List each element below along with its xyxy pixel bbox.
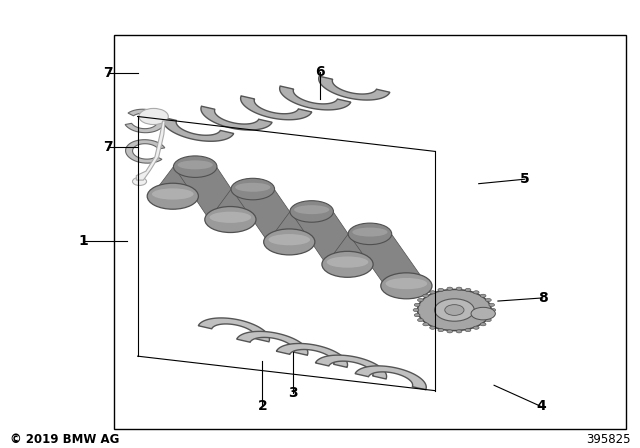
Ellipse shape [474,326,479,329]
Polygon shape [280,86,351,110]
Ellipse shape [438,289,444,292]
Ellipse shape [236,183,271,192]
Polygon shape [236,183,307,248]
Ellipse shape [205,207,256,233]
Text: 395825: 395825 [586,432,630,446]
Polygon shape [201,106,272,130]
Ellipse shape [490,308,496,312]
Ellipse shape [231,178,275,200]
Ellipse shape [456,287,462,290]
Text: 1: 1 [78,234,88,248]
Polygon shape [156,160,212,202]
Ellipse shape [152,188,194,200]
Ellipse shape [417,319,423,322]
Polygon shape [330,228,387,271]
Ellipse shape [269,234,310,246]
Ellipse shape [417,298,423,302]
Ellipse shape [173,156,217,177]
Ellipse shape [352,228,388,237]
Ellipse shape [381,273,432,299]
Ellipse shape [348,223,392,245]
Ellipse shape [423,323,429,326]
Ellipse shape [438,328,444,332]
Ellipse shape [447,287,452,290]
Ellipse shape [480,323,486,326]
Ellipse shape [132,177,147,185]
Polygon shape [163,117,234,141]
Polygon shape [272,205,329,248]
Polygon shape [355,366,426,390]
Polygon shape [136,121,165,180]
Ellipse shape [447,330,452,333]
Ellipse shape [429,291,435,294]
Bar [114,35,626,429]
Ellipse shape [139,108,168,125]
Polygon shape [213,183,270,226]
Polygon shape [125,140,165,163]
Ellipse shape [413,308,419,312]
Ellipse shape [465,289,471,292]
Text: 2: 2 [257,399,268,414]
Polygon shape [294,206,365,270]
Ellipse shape [471,307,495,320]
Ellipse shape [178,160,212,169]
Ellipse shape [147,183,198,209]
Ellipse shape [417,289,492,331]
Ellipse shape [414,314,420,317]
Polygon shape [353,228,424,292]
Ellipse shape [480,294,486,297]
Ellipse shape [414,303,420,306]
Ellipse shape [209,212,251,223]
Polygon shape [319,76,390,100]
Text: 4: 4 [536,399,546,414]
Polygon shape [316,355,387,379]
Ellipse shape [290,201,333,222]
Ellipse shape [322,251,373,277]
Text: 6: 6 [315,65,325,79]
Ellipse shape [465,328,471,332]
Polygon shape [125,109,164,133]
Text: 7: 7 [102,65,113,80]
Text: © 2019 BMW AG: © 2019 BMW AG [10,432,119,446]
Polygon shape [198,318,269,342]
Ellipse shape [456,330,462,333]
Ellipse shape [385,278,428,289]
Ellipse shape [423,294,429,297]
Ellipse shape [489,314,495,317]
Ellipse shape [489,303,495,306]
Ellipse shape [429,326,435,329]
Ellipse shape [486,319,492,322]
Ellipse shape [486,298,492,302]
Polygon shape [237,332,308,355]
Text: 3: 3 [288,386,298,400]
Text: 8: 8 [538,291,548,305]
Text: 7: 7 [102,140,113,154]
Ellipse shape [474,291,479,294]
Ellipse shape [294,205,330,214]
Ellipse shape [445,305,464,315]
Polygon shape [178,161,248,225]
Ellipse shape [327,256,369,268]
Text: 5: 5 [520,172,530,186]
Polygon shape [241,96,312,120]
Ellipse shape [435,299,474,321]
Polygon shape [276,344,348,367]
Ellipse shape [264,229,315,255]
